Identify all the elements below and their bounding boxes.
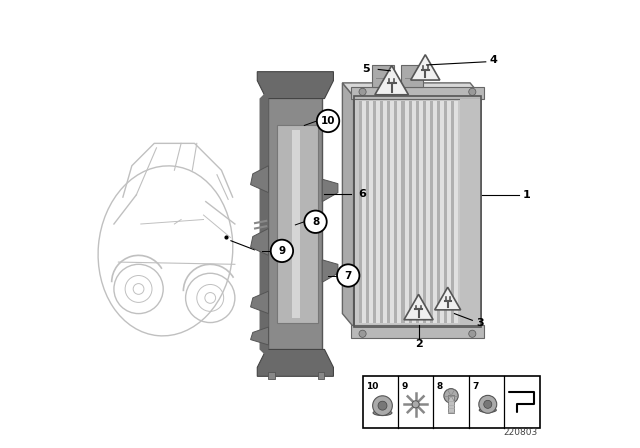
Polygon shape — [342, 83, 353, 327]
Text: 5: 5 — [362, 64, 370, 73]
Bar — [408, 101, 412, 323]
Bar — [451, 101, 454, 323]
Text: 8: 8 — [437, 382, 443, 391]
Polygon shape — [435, 287, 461, 310]
Bar — [376, 101, 380, 323]
Text: 8: 8 — [312, 217, 319, 227]
Bar — [362, 101, 366, 323]
Bar — [380, 101, 383, 323]
Text: 7: 7 — [344, 271, 352, 280]
Bar — [369, 101, 373, 323]
Bar — [383, 101, 387, 323]
Polygon shape — [250, 228, 269, 255]
Bar — [401, 101, 404, 323]
Bar — [430, 101, 433, 323]
Bar — [449, 395, 454, 413]
Polygon shape — [323, 260, 338, 282]
Circle shape — [337, 264, 360, 287]
Circle shape — [468, 330, 476, 337]
Bar — [423, 101, 426, 323]
Bar — [390, 101, 394, 323]
Circle shape — [305, 211, 326, 233]
Polygon shape — [351, 87, 484, 99]
Text: 3: 3 — [477, 319, 484, 328]
Bar — [353, 96, 481, 327]
Bar — [433, 101, 437, 323]
Circle shape — [468, 88, 476, 95]
Ellipse shape — [373, 410, 392, 416]
Polygon shape — [323, 179, 338, 202]
Bar — [317, 372, 324, 379]
Polygon shape — [250, 291, 269, 314]
Circle shape — [412, 401, 419, 408]
Bar — [412, 101, 415, 323]
Text: 6: 6 — [358, 189, 366, 198]
Text: 4: 4 — [490, 56, 497, 65]
Bar — [419, 101, 423, 323]
Polygon shape — [269, 90, 323, 358]
Circle shape — [271, 240, 293, 262]
Bar — [373, 101, 376, 323]
Polygon shape — [404, 294, 433, 320]
Bar — [358, 101, 362, 323]
Ellipse shape — [479, 408, 496, 412]
Bar — [454, 101, 458, 323]
Circle shape — [359, 88, 366, 95]
Text: 10: 10 — [366, 382, 378, 391]
Bar — [387, 101, 390, 323]
Bar — [404, 101, 408, 323]
Text: 220803: 220803 — [503, 428, 538, 437]
Polygon shape — [342, 83, 481, 96]
Circle shape — [484, 401, 492, 409]
Text: 9: 9 — [278, 246, 285, 256]
Text: 2: 2 — [415, 339, 422, 349]
Bar — [277, 125, 317, 323]
Bar — [269, 372, 275, 379]
Polygon shape — [257, 72, 333, 99]
Bar — [437, 101, 440, 323]
Polygon shape — [375, 65, 408, 95]
Circle shape — [444, 388, 458, 403]
Text: 7: 7 — [472, 382, 479, 391]
Circle shape — [378, 401, 387, 410]
Text: 10: 10 — [321, 116, 335, 126]
Bar — [460, 99, 481, 325]
Bar — [401, 65, 423, 87]
Polygon shape — [351, 325, 484, 338]
Polygon shape — [250, 327, 269, 345]
Bar — [426, 101, 430, 323]
Polygon shape — [250, 166, 269, 193]
Bar — [362, 376, 540, 428]
Bar — [444, 101, 447, 323]
Bar — [415, 101, 419, 323]
Circle shape — [317, 110, 339, 132]
Circle shape — [359, 330, 366, 337]
Bar — [292, 130, 300, 318]
Bar — [366, 101, 369, 323]
Circle shape — [372, 396, 392, 416]
Circle shape — [479, 395, 497, 413]
Polygon shape — [411, 55, 440, 80]
Bar — [394, 101, 397, 323]
Polygon shape — [260, 90, 269, 358]
Bar — [440, 101, 444, 323]
Bar — [353, 96, 481, 327]
Bar — [447, 101, 451, 323]
Bar — [397, 101, 401, 323]
Text: 1: 1 — [523, 190, 531, 200]
Polygon shape — [257, 349, 333, 376]
Bar — [371, 65, 394, 87]
Text: 9: 9 — [401, 382, 408, 391]
